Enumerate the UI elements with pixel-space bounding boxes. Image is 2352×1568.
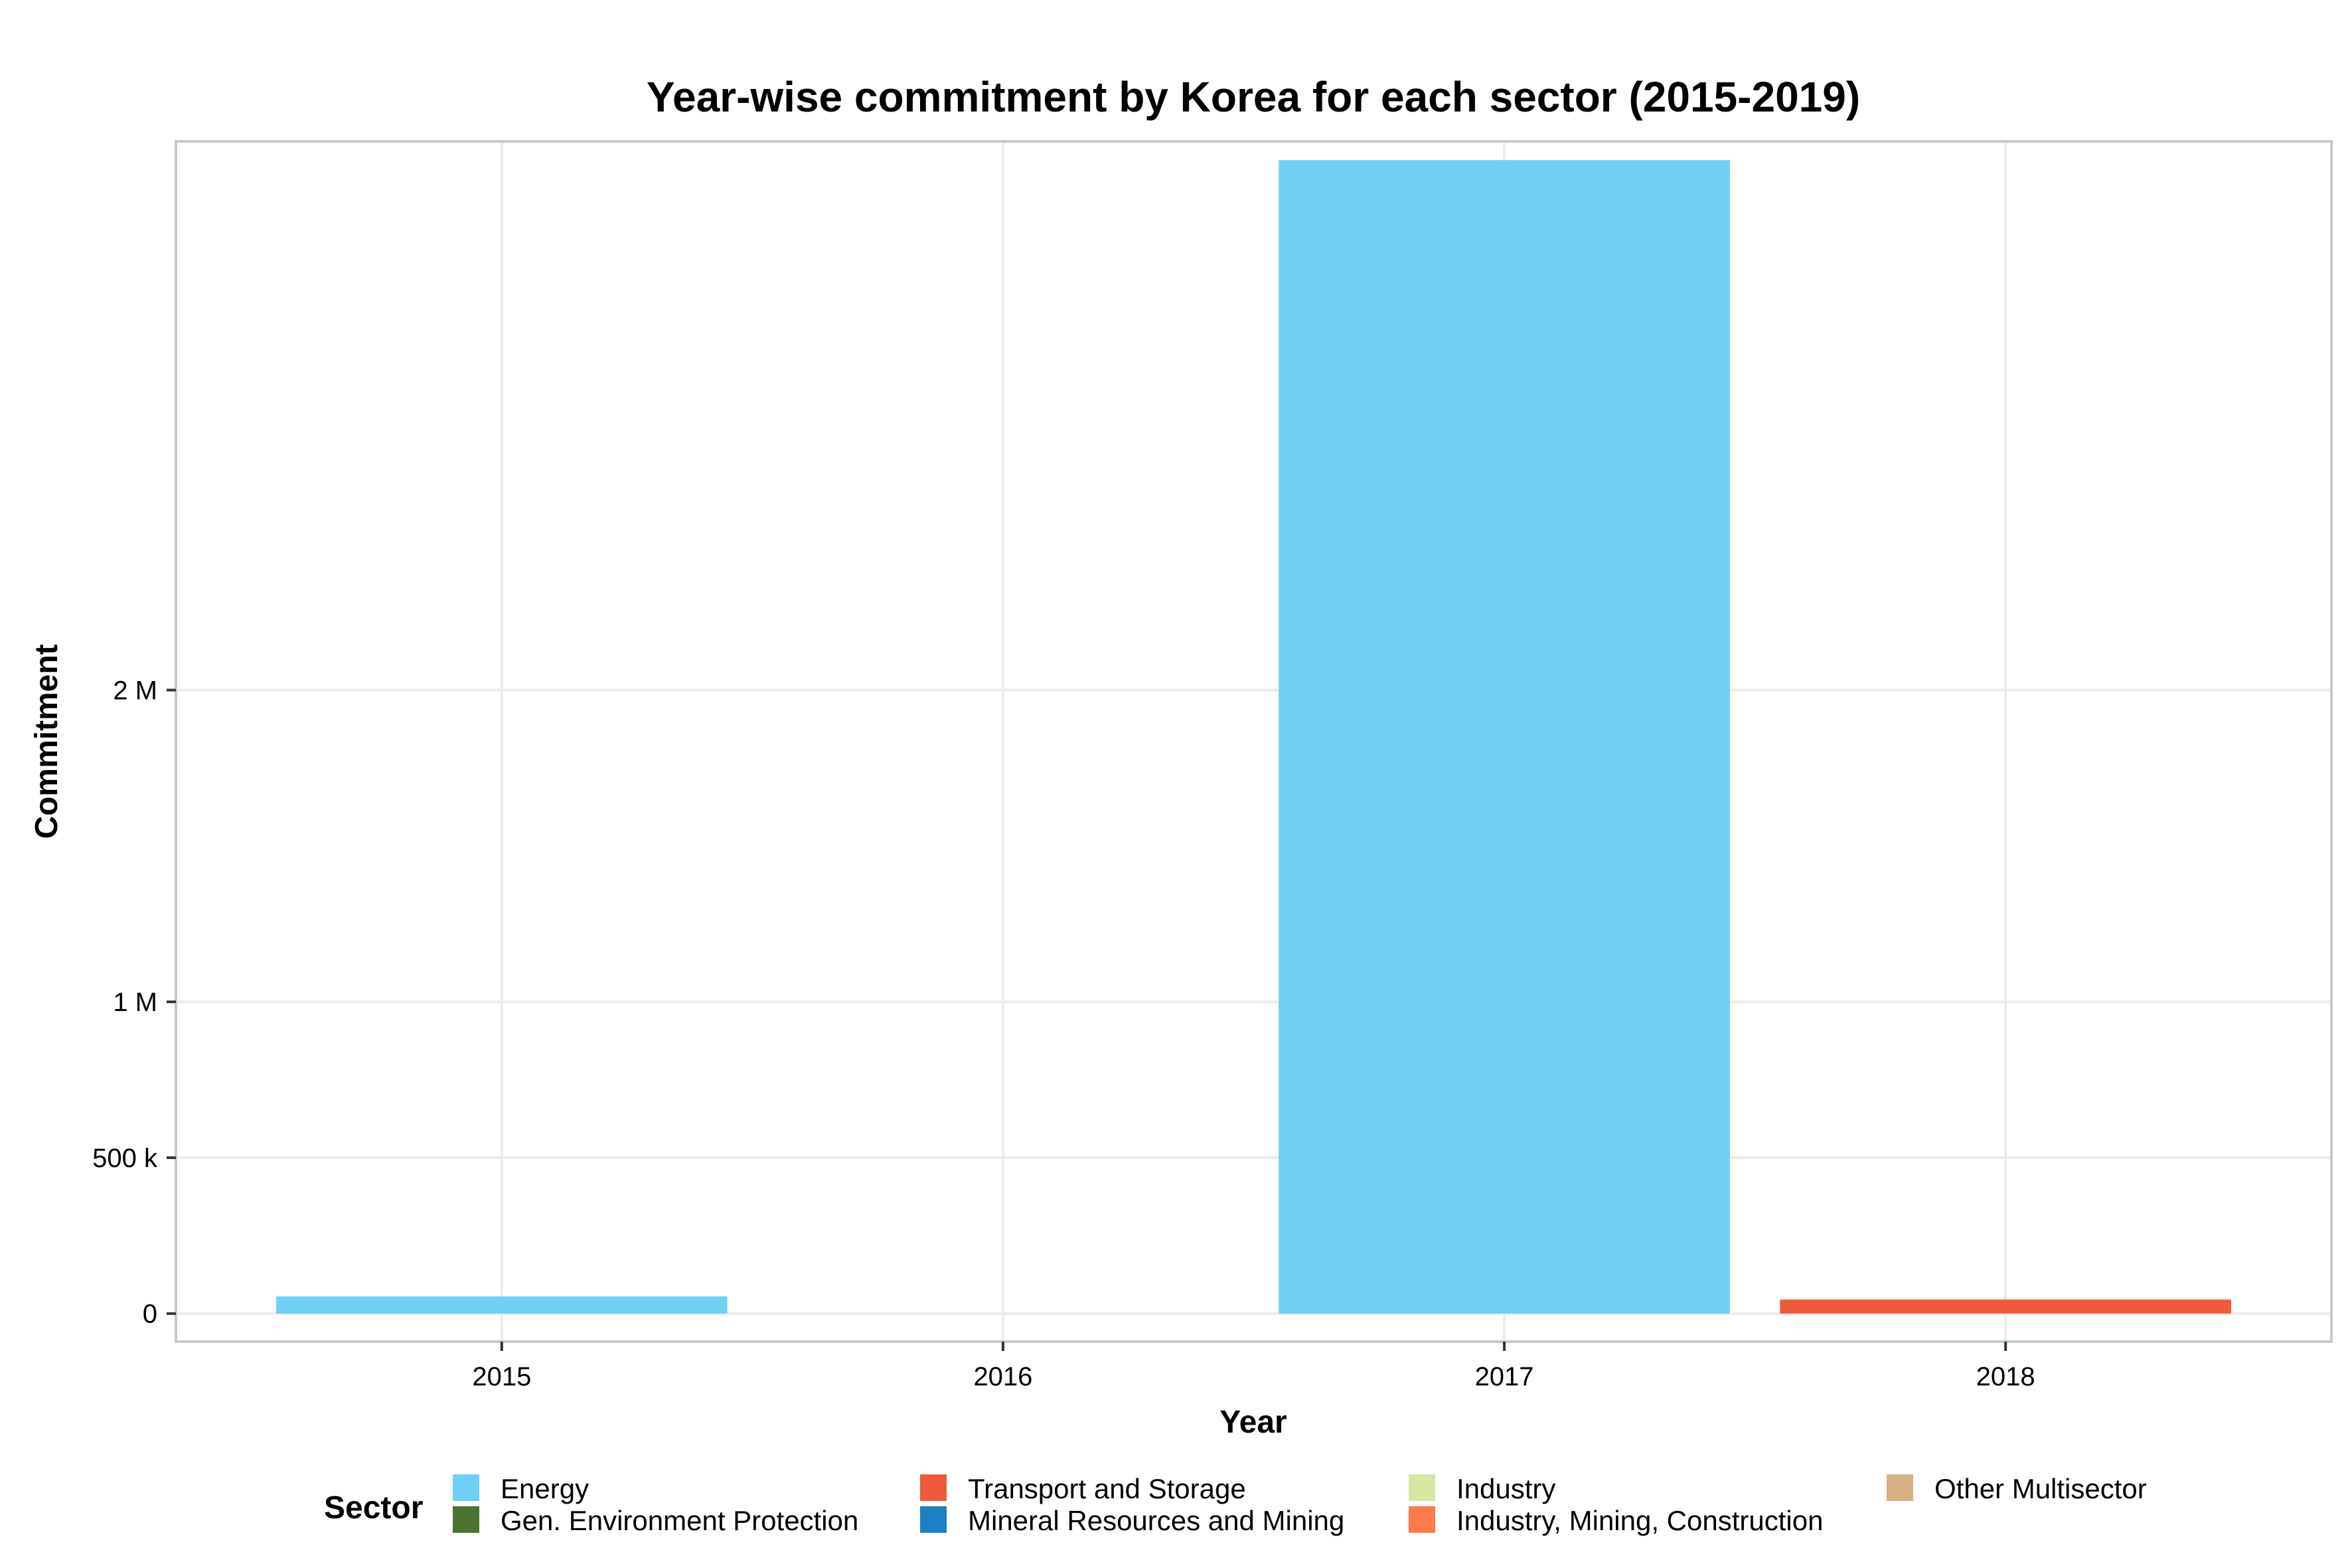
plot-background [176,141,2331,1342]
y-tick-label: 2 M [113,676,157,706]
legend-key [920,1506,947,1533]
legend-key [920,1474,947,1501]
x-axis: 2015 2016 2017 2018 [472,1342,2035,1391]
y-axis: 0 500 k 1 M 2 M [92,676,176,1329]
x-tick-label: 2018 [1976,1362,2035,1391]
y-tick-label: 1 M [113,988,157,1017]
legend-title: Sector [324,1490,423,1526]
legend-label: Industry, Mining, Construction [1456,1505,1823,1536]
y-tick-label: 0 [143,1300,157,1329]
legend-key [1887,1474,1913,1501]
x-axis-title: Year [1219,1405,1287,1440]
chart-title: Year-wise commitment by Korea for each s… [647,73,1860,121]
legend-key [453,1474,479,1501]
plot-border [175,140,2333,1343]
bar [1279,160,1730,1314]
legend-label: Mineral Resources and Mining [968,1505,1344,1536]
legend-label: Transport and Storage [968,1473,1246,1504]
bars [276,160,2231,1314]
y-axis-title: Commitment [29,644,64,838]
legend-key [1409,1506,1435,1533]
bar [1780,1299,2231,1314]
x-tick-label: 2015 [472,1362,531,1391]
bar [276,1296,728,1314]
x-tick-label: 2017 [1475,1362,1534,1391]
x-tick-label: 2016 [973,1362,1032,1391]
plot-area [175,140,2333,1343]
y-tick-label: 500 k [92,1144,158,1173]
legend-label: Energy [501,1473,589,1504]
legend-label: Gen. Environment Protection [501,1505,858,1536]
legend-label: Industry [1456,1473,1555,1504]
legend-label: Other Multisector [1934,1473,2147,1504]
legend-key [1409,1474,1435,1501]
legend-key [453,1506,479,1533]
